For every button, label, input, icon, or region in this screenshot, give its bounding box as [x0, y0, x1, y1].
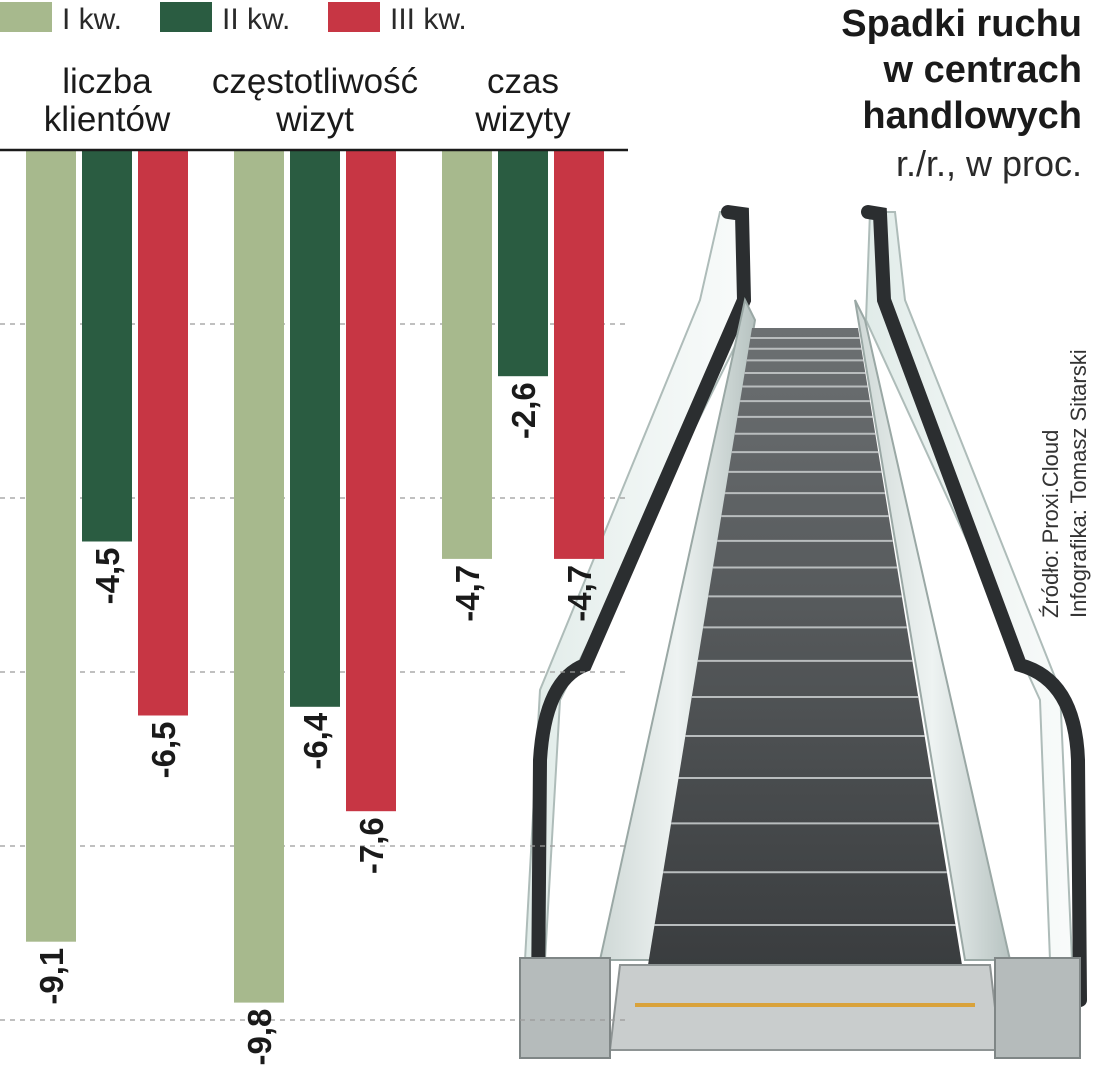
- value-labels: -9,1 -9,8 -4,7 -4,5 -6,4 -2,6 -6,5 -7,6 -4,7: [33, 382, 598, 1065]
- value-label: -4,7: [561, 565, 598, 622]
- title-line-2: w centrach: [882, 49, 1082, 91]
- value-label: -6,5: [145, 722, 182, 779]
- category-label: częstotliwość: [212, 62, 418, 101]
- value-label: -7,6: [353, 817, 390, 874]
- bar: [442, 150, 492, 559]
- legend-swatch-q1: [0, 2, 52, 32]
- bar: [234, 150, 284, 1003]
- title-line-1: Spadki ruchu: [841, 3, 1082, 45]
- infographic-credit: Infografika: Tomasz Sitarski: [1066, 349, 1091, 618]
- value-label: -4,7: [449, 565, 486, 622]
- legend-label-q3: III kw.: [390, 3, 467, 36]
- chart-title: Spadki ruchu w centrach handlowych r./r.…: [841, 3, 1082, 184]
- value-label: -2,6: [505, 382, 542, 439]
- bar: [498, 150, 548, 377]
- legend-swatch-q3: [328, 2, 380, 32]
- escalator-illustration: [519, 205, 1087, 1059]
- bar: [346, 150, 396, 812]
- category-label: klientów: [44, 100, 171, 139]
- value-label: -9,8: [241, 1009, 278, 1066]
- category-label: wizyt: [275, 100, 354, 139]
- category-label: liczba: [62, 62, 152, 101]
- bar: [554, 150, 604, 559]
- bar: [26, 150, 76, 942]
- legend-label-q1: I kw.: [62, 3, 122, 36]
- chart-subtitle: r./r., w proc.: [896, 143, 1082, 184]
- title-line-3: handlowych: [862, 95, 1082, 137]
- legend: I kw. II kw. III kw.: [0, 2, 467, 36]
- source-credit: Źródło: Proxi.Cloud: [1038, 430, 1063, 618]
- legend-swatch-q2: [160, 2, 212, 32]
- category-label: czas: [487, 62, 559, 101]
- category-label: wizyty: [474, 100, 571, 139]
- value-label: -6,4: [297, 712, 334, 770]
- bar: [138, 150, 188, 716]
- bar: [290, 150, 340, 707]
- bar: [82, 150, 132, 542]
- bars: [26, 150, 604, 1003]
- value-label: -4,5: [89, 548, 126, 605]
- value-label: -9,1: [33, 948, 70, 1005]
- legend-label-q2: II kw.: [222, 3, 290, 36]
